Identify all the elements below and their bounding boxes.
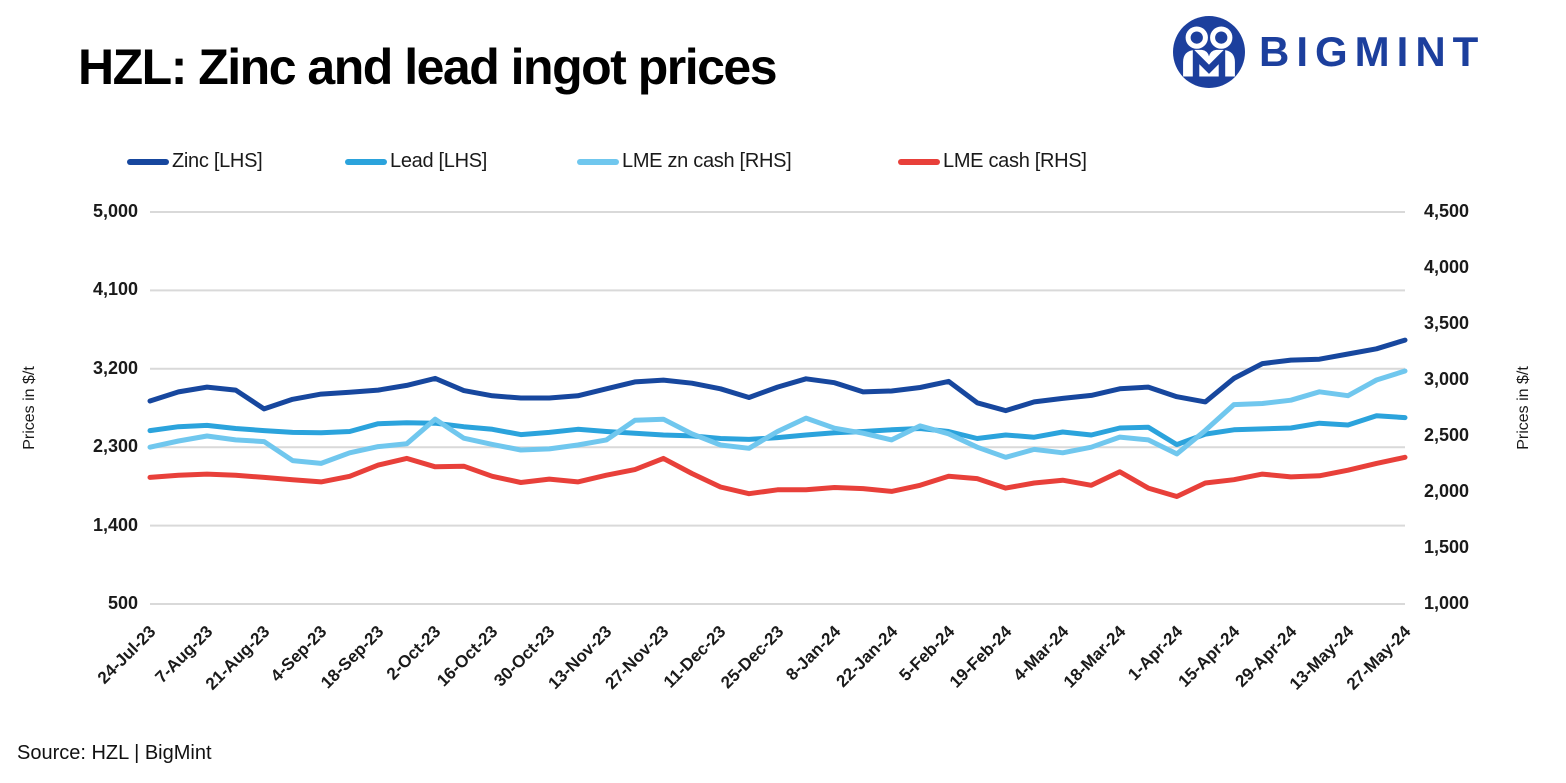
- right-axis-tick: 2,500: [1424, 425, 1470, 445]
- left-axis-tick: 5,000: [92, 201, 138, 221]
- legend-item-3: LME zn cash [RHS]: [577, 150, 792, 173]
- series-line-zinc-lhs: [147, 337, 1408, 414]
- legend-label: LME cash [RHS]: [943, 150, 1087, 172]
- bigmint-logo-icon: [1173, 16, 1245, 88]
- legend-marker-icon: [127, 158, 169, 165]
- chart-title: HZL: Zinc and lead ingot prices: [78, 39, 778, 95]
- legend-marker-icon: [345, 158, 387, 165]
- legend-label: Zinc [LHS]: [172, 150, 263, 172]
- legend-item-2: Lead [LHS]: [345, 150, 487, 173]
- right-axis-tick: 3,000: [1424, 369, 1470, 389]
- left-axis-title: Prices in $/t: [21, 366, 38, 450]
- series-line-lme-cash-rhs: [147, 454, 1408, 499]
- right-axis-tick: 1,500: [1424, 537, 1470, 557]
- left-axis-tick: 3,200: [92, 357, 138, 378]
- legend-marker-icon: [898, 158, 940, 165]
- legend-item-4: LME cash [RHS]: [898, 150, 1087, 173]
- series-line-lme-zn-cash-rhs: [147, 368, 1408, 466]
- left-axis-tick: 2,300: [92, 436, 138, 457]
- legend-item-1: Zinc [LHS]: [127, 150, 263, 173]
- legend-marker-icon: [577, 158, 619, 165]
- source-note: Source: HZL | BigMint: [17, 742, 212, 764]
- right-axis-tick: 4,000: [1424, 257, 1470, 277]
- brand-logo: BIGMINT: [1173, 16, 1485, 88]
- right-axis-tick: 2,000: [1424, 481, 1470, 501]
- left-axis-tick: 500: [107, 593, 138, 613]
- right-axis-tick: 4,500: [1424, 201, 1470, 221]
- right-axis-tick: 3,500: [1424, 313, 1470, 333]
- right-axis-title: Prices in $/t: [1515, 366, 1532, 450]
- brand-name: BIGMINT: [1259, 28, 1486, 75]
- legend-label: LME zn cash [RHS]: [622, 150, 792, 172]
- right-axis-tick: 1,000: [1424, 593, 1470, 613]
- left-axis-tick: 1,400: [92, 514, 138, 535]
- left-axis-tick: 4,100: [92, 279, 138, 300]
- legend-label: Lead [LHS]: [390, 150, 488, 172]
